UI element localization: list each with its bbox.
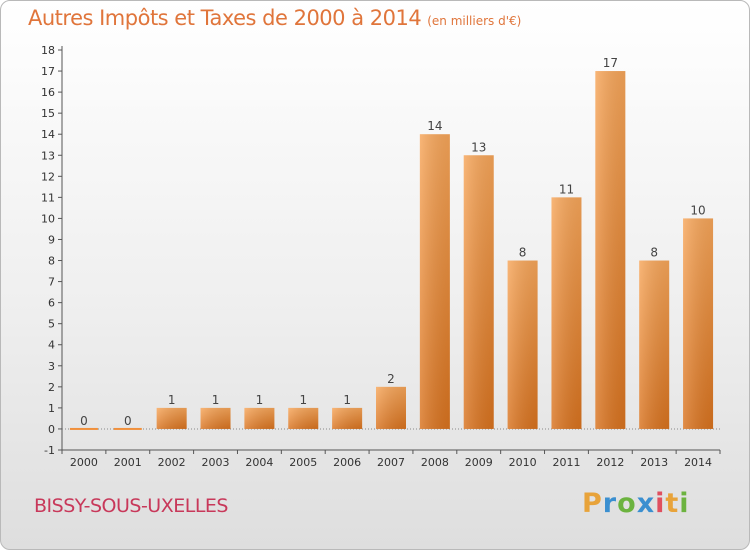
x-tick-label: 2011 bbox=[552, 456, 580, 469]
x-tick-label: 2012 bbox=[596, 456, 624, 469]
x-tick-label: 2003 bbox=[202, 456, 230, 469]
bar-shade-2006 bbox=[332, 407, 363, 429]
bar-shade-2014 bbox=[683, 218, 714, 429]
value-label: 10 bbox=[690, 203, 705, 217]
y-tick-label: 0 bbox=[48, 423, 55, 436]
bar-2001 bbox=[113, 427, 142, 430]
value-label: 0 bbox=[80, 414, 88, 428]
value-label: 8 bbox=[519, 246, 527, 260]
x-tick-label: 2009 bbox=[465, 456, 493, 469]
x-tick-label: 2010 bbox=[509, 456, 537, 469]
bar-shade-2002 bbox=[156, 407, 187, 429]
x-tick-label: 2004 bbox=[245, 456, 273, 469]
x-tick-label: 2002 bbox=[158, 456, 186, 469]
x-tick-label: 2000 bbox=[70, 456, 98, 469]
y-tick-label: 16 bbox=[41, 86, 55, 99]
value-label: 11 bbox=[559, 182, 574, 196]
bar-shade-2007 bbox=[376, 386, 406, 429]
value-label: 1 bbox=[299, 393, 307, 407]
x-tick-label: 2006 bbox=[333, 456, 361, 469]
y-tick-label: 8 bbox=[48, 255, 55, 268]
value-label: 1 bbox=[343, 393, 351, 407]
chart-subtitle: (en milliers d'€) bbox=[427, 14, 522, 28]
bar-shade-2013 bbox=[639, 260, 670, 429]
y-tick-label: 2 bbox=[48, 381, 55, 394]
value-label: 17 bbox=[603, 56, 618, 70]
bar-shade-2003 bbox=[200, 407, 231, 429]
x-tick-label: 2001 bbox=[114, 456, 142, 469]
x-tick-label: 2005 bbox=[289, 456, 317, 469]
bar-shade-2011 bbox=[551, 197, 582, 429]
y-tick-label: 17 bbox=[41, 65, 55, 78]
bar-shade-2005 bbox=[288, 407, 319, 429]
y-tick-label: 18 bbox=[41, 44, 55, 57]
x-tick-label: 2008 bbox=[421, 456, 449, 469]
location-name: BISSY-SOUS-UXELLES bbox=[34, 495, 228, 517]
y-tick-label: -1 bbox=[44, 444, 55, 457]
y-tick-label: 1 bbox=[48, 402, 55, 415]
value-label: 0 bbox=[124, 414, 132, 428]
bar-shade-2008 bbox=[419, 134, 450, 429]
value-label: 8 bbox=[650, 246, 658, 260]
bar-shade-2004 bbox=[244, 407, 275, 429]
y-tick-label: 12 bbox=[41, 170, 55, 183]
x-tick-label: 2013 bbox=[640, 456, 668, 469]
value-label: 1 bbox=[256, 393, 264, 407]
chart-bars bbox=[69, 71, 714, 430]
chart-labels: 2000 0 2001 0 2002 1 2003 1 2004 1 2005 1 2006 1 2007 2… bbox=[70, 56, 712, 469]
y-tick-label: 9 bbox=[48, 233, 55, 246]
y-tick-label: 10 bbox=[41, 212, 55, 225]
value-label: 13 bbox=[471, 140, 486, 154]
bar-2000 bbox=[69, 427, 98, 430]
chart-title-text: Autres Impôts et Taxes de 2000 à 2014 bbox=[28, 6, 422, 30]
x-tick-label: 2007 bbox=[377, 456, 405, 469]
bar-shade-2012 bbox=[595, 71, 626, 429]
y-tick-label: 5 bbox=[48, 318, 55, 331]
value-label: 1 bbox=[168, 393, 176, 407]
y-tick-label: 6 bbox=[48, 297, 55, 310]
y-tick-label: 15 bbox=[41, 107, 55, 120]
bar-shade-2010 bbox=[507, 260, 538, 429]
x-tick-label: 2014 bbox=[684, 456, 712, 469]
y-tick-label: 3 bbox=[48, 360, 55, 373]
y-tick-label: 4 bbox=[48, 339, 55, 352]
value-label: 14 bbox=[427, 119, 442, 133]
y-tick-label: 7 bbox=[48, 276, 55, 289]
value-label: 2 bbox=[387, 372, 395, 386]
y-tick-label: 14 bbox=[41, 128, 55, 141]
value-label: 1 bbox=[212, 393, 220, 407]
y-tick-label: 11 bbox=[41, 191, 55, 204]
bar-shade-2009 bbox=[463, 155, 494, 429]
proxiti-logo: Proxiti bbox=[582, 488, 690, 519]
chart-title: Autres Impôts et Taxes de 2000 à 2014 (en… bbox=[28, 6, 521, 30]
y-tick-label: 13 bbox=[41, 149, 55, 162]
